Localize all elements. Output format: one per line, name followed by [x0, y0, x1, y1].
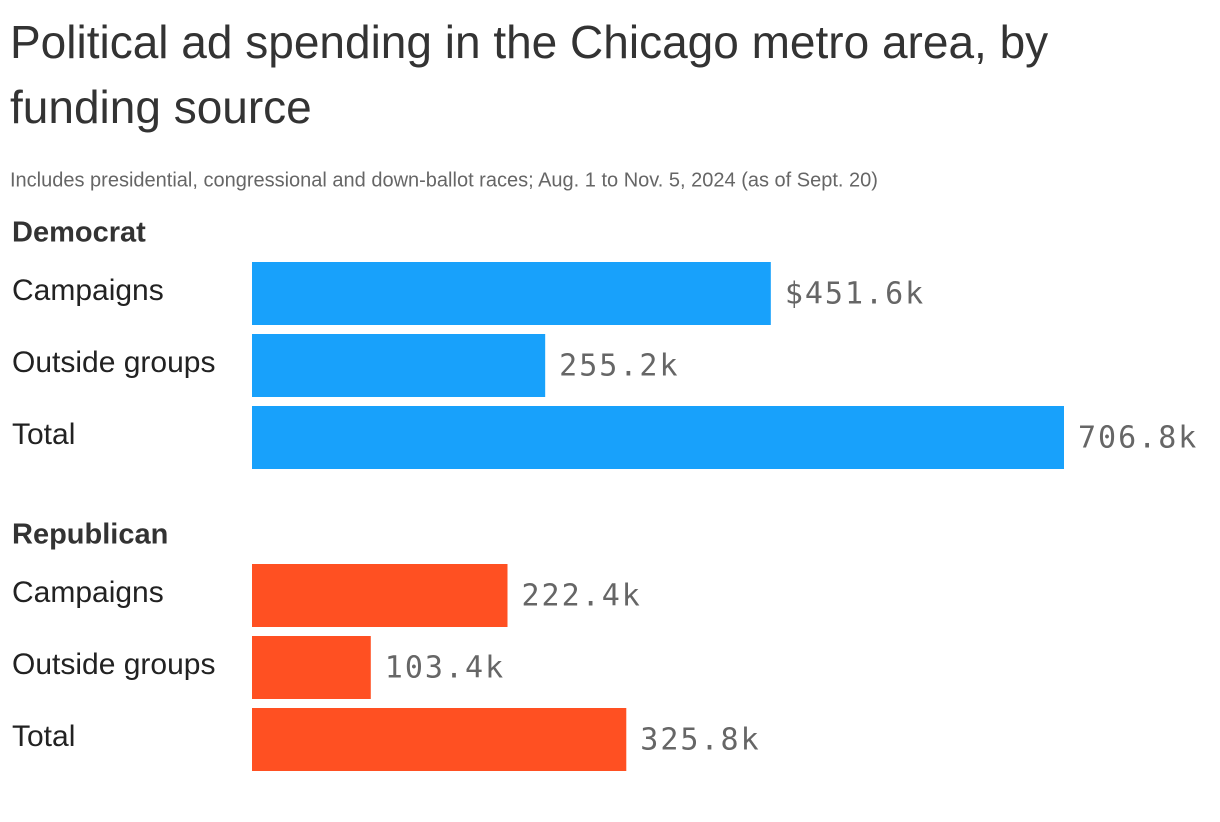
- value-label: 325.8k: [640, 723, 760, 758]
- group-title: Republican: [12, 519, 168, 551]
- bar: [252, 636, 371, 699]
- bar: [252, 262, 771, 325]
- group-title: Democrat: [12, 217, 146, 249]
- category-label: Outside groups: [12, 346, 215, 379]
- chart-title: Political ad spending in the Chicago met…: [10, 16, 1048, 133]
- value-label: 222.4k: [522, 579, 642, 614]
- category-label: Outside groups: [12, 648, 215, 681]
- value-label: 255.2k: [559, 349, 679, 384]
- value-label: 103.4k: [385, 651, 505, 686]
- category-label: Total: [12, 720, 75, 753]
- value-label: $451.6k: [785, 277, 925, 312]
- category-label: Total: [12, 418, 75, 451]
- chart-subtitle: Includes presidential, congressional and…: [10, 169, 878, 191]
- bar: [252, 564, 508, 627]
- category-label: Campaigns: [12, 576, 164, 609]
- bar: [252, 334, 546, 397]
- bar: [252, 406, 1064, 469]
- category-label: Campaigns: [12, 274, 164, 307]
- bar: [252, 708, 627, 771]
- value-label: 706.8k: [1078, 421, 1198, 456]
